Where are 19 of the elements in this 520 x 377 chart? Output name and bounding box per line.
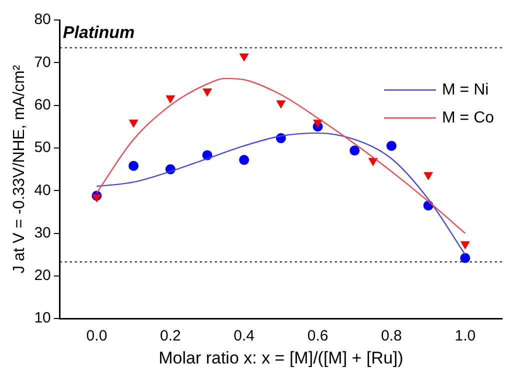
y-tick-label: 20 (34, 267, 51, 284)
legend-label: M = Co (442, 109, 494, 126)
y-tick-label: 40 (34, 182, 51, 199)
x-tick-label: 0.2 (160, 328, 181, 345)
y-tick-label: 10 (34, 310, 51, 327)
x-tick-label: 0.6 (307, 328, 328, 345)
y-tick-label: 30 (34, 224, 51, 242)
y-axis-title: J at V = -0.33V/NHE, mA/cm² (11, 64, 28, 274)
y-tick-label: 80 (34, 11, 51, 28)
x-tick-label: 1.0 (454, 328, 476, 345)
y-tick-label: 50 (34, 139, 51, 156)
x-tick-label: 0.0 (86, 328, 108, 345)
y-tick-label: 70 (34, 54, 51, 71)
ref-line-label: Platinum (62, 22, 135, 42)
x-tick-label: 0.8 (381, 328, 402, 345)
y-tick-label: 60 (34, 96, 51, 114)
legend-label: M = Ni (442, 81, 489, 98)
x-axis-title: Molar ratio x: x = [M]/([M] + [Ru]) (158, 348, 404, 368)
x-tick-label: 0.4 (234, 328, 255, 345)
